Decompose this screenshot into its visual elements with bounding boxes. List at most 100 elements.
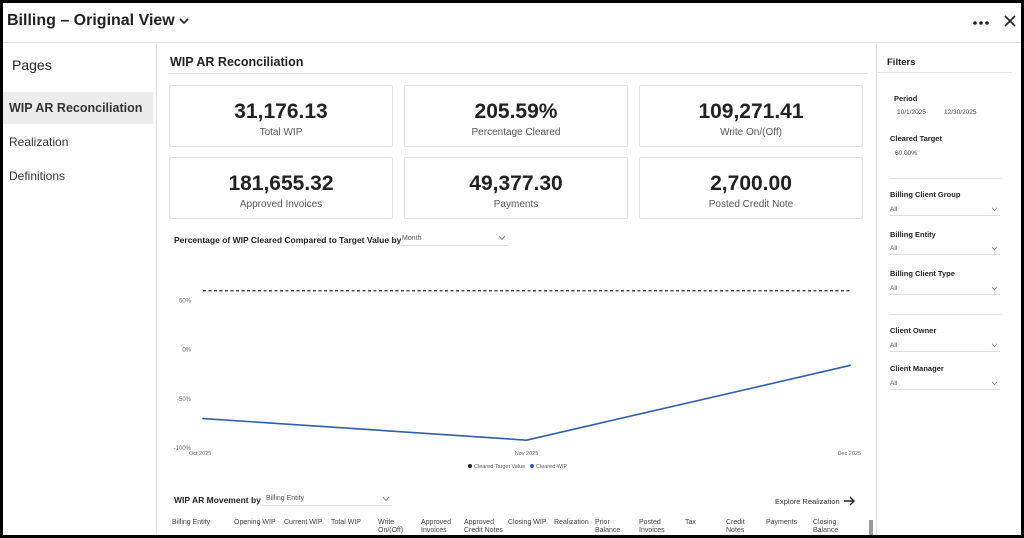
billing-client-group-label: Billing Client Group: [890, 190, 961, 199]
movement-group-select-value: Billing Entity: [266, 495, 305, 502]
kpi-value: 109,271.41: [698, 100, 804, 123]
filters-divider: [877, 72, 1012, 73]
movement-title: WIP AR Movement by: [174, 495, 261, 505]
client-manager-label: Client Manager: [890, 364, 944, 373]
period-start-input[interactable]: 10/1/2025: [897, 109, 926, 116]
kpi-label: Total WIP: [259, 127, 303, 138]
y-tick-label: 0%: [182, 348, 191, 354]
main-content: WIP AR Reconciliation 31,176.13 Total WI…: [158, 44, 875, 535]
cleared-target-input[interactable]: 60.00%: [895, 150, 918, 157]
billing-entity-value: All: [890, 245, 898, 252]
filter-divider: [889, 178, 1001, 179]
kpi-value: 49,377.30: [469, 172, 563, 195]
close-icon[interactable]: [1002, 13, 1018, 29]
chevron-down-icon: [498, 235, 506, 241]
client-owner-value: All: [890, 342, 898, 349]
column-header[interactable]: Write On/(Off): [378, 519, 404, 534]
data-point: [849, 364, 851, 367]
filters-pane: Filters Period 10/1/2025 12/30/2025 Clea…: [876, 44, 1021, 535]
cleared-target-label: Cleared Target: [890, 134, 942, 143]
kpi-value: 31,176.13: [234, 100, 328, 123]
data-point: [525, 439, 528, 442]
chevron-down-icon: [991, 381, 998, 386]
chevron-down-icon: [382, 496, 390, 502]
column-header[interactable]: Current WIP: [284, 519, 323, 526]
billing-client-type-label: Billing Client Type: [890, 269, 955, 278]
pages-sidebar: Pages WIP AR Reconciliation Realization …: [3, 44, 157, 535]
kpi-value: 2,700.00: [710, 172, 792, 195]
chart-period-select[interactable]: Month: [398, 232, 508, 246]
column-header[interactable]: Payments: [766, 519, 798, 526]
table-scrollbar[interactable]: [869, 520, 873, 535]
pages-heading: Pages: [12, 57, 52, 73]
chevron-down-icon: [991, 343, 998, 348]
billing-client-type-select[interactable]: All: [890, 283, 1000, 295]
kpi-card-percentage-cleared: 205.59% Percentage Cleared: [404, 85, 628, 147]
page-title: WIP AR Reconciliation: [170, 55, 304, 69]
billing-entity-select[interactable]: All: [890, 243, 1000, 255]
kpi-label: Payments: [493, 199, 539, 210]
client-manager-value: All: [890, 380, 898, 387]
y-tick-label: 50%: [179, 299, 192, 305]
kpi-card-total-wip: 31,176.13 Total WIP: [169, 85, 393, 147]
kpi-card-approved-invoices: 181,655.32 Approved Invoices: [169, 157, 393, 219]
legend-marker: [530, 464, 534, 468]
column-header[interactable]: Credit Notes: [726, 519, 745, 534]
client-manager-select[interactable]: All: [890, 378, 1000, 390]
chevron-down-icon: [991, 207, 998, 212]
billing-client-type-value: All: [890, 285, 898, 292]
column-header[interactable]: Billing Entity: [172, 519, 211, 526]
period-end-input[interactable]: 12/30/2025: [944, 109, 977, 116]
column-header[interactable]: Tax: [685, 519, 696, 526]
data-point: [202, 417, 204, 420]
column-header[interactable]: Total WIP: [331, 519, 361, 526]
chart-period-select-value: Month: [402, 235, 422, 242]
y-tick-label: -50%: [177, 397, 192, 403]
cleared-wip-line: [202, 364, 851, 441]
kpi-value: 181,655.32: [228, 172, 334, 195]
legend-label: Cleared Target Value: [474, 464, 525, 470]
wip-cleared-line-chart: 50% 0% -50% -100%Oct 2025 Nov 2025 Dec 2025 Cl…: [174, 290, 861, 470]
kpi-card-posted-credit-note: 2,700.00 Posted Credit Note: [639, 157, 863, 219]
report-header: Billing – Original View: [3, 3, 1021, 43]
column-header[interactable]: Approved Invoices: [421, 519, 451, 534]
nav-item-realization[interactable]: Realization: [9, 135, 69, 149]
legend-label: Cleared WIP: [536, 464, 568, 470]
x-tick-label: Nov 2025: [515, 451, 539, 457]
billing-client-group-select[interactable]: All: [890, 204, 1000, 216]
column-header[interactable]: Opening WIP: [234, 519, 276, 526]
explore-realization-link[interactable]: Explore Realization: [775, 496, 856, 506]
kpi-label: Approved Invoices: [239, 199, 323, 210]
billing-entity-label: Billing Entity: [890, 230, 936, 239]
nav-item-wip-ar-reconciliation[interactable]: WIP AR Reconciliation: [3, 92, 153, 124]
column-header[interactable]: Closing WIP: [508, 519, 547, 526]
title-divider: [168, 73, 868, 74]
chevron-down-icon: [991, 286, 998, 291]
report-title-dropdown[interactable]: Billing – Original View: [7, 12, 190, 30]
column-header[interactable]: Posted Invoices: [639, 519, 665, 534]
x-tick-label: Oct 2025: [189, 451, 211, 457]
x-tick-label: Dec 2025: [837, 451, 861, 457]
filter-divider: [889, 314, 1001, 315]
client-owner-label: Client Owner: [890, 326, 937, 335]
arrow-right-icon: [843, 496, 855, 506]
movement-group-select[interactable]: Billing Entity: [262, 493, 392, 506]
chevron-down-icon: [991, 246, 998, 251]
y-tick-label: -100%: [174, 446, 192, 452]
kpi-value: 205.59%: [474, 100, 558, 123]
legend-marker: [468, 464, 472, 468]
chevron-down-icon: [179, 18, 189, 25]
column-header[interactable]: Approved Credit Notes: [464, 519, 503, 534]
column-header[interactable]: Closing Balance: [813, 519, 839, 534]
more-options-icon[interactable]: [971, 15, 991, 31]
column-header[interactable]: Prior Balance: [595, 519, 621, 534]
kpi-card-payments: 49,377.30 Payments: [404, 157, 628, 219]
period-label: Period: [894, 94, 918, 103]
kpi-label: Posted Credit Note: [708, 199, 794, 210]
explore-realization-label: Explore Realization: [775, 496, 840, 506]
kpi-label: Percentage Cleared: [471, 127, 561, 138]
client-owner-select[interactable]: All: [890, 340, 1000, 352]
column-header[interactable]: Realization: [554, 519, 589, 526]
nav-item-definitions[interactable]: Definitions: [9, 169, 66, 183]
chart-title: Percentage of WIP Cleared Compared to Ta…: [174, 235, 402, 245]
